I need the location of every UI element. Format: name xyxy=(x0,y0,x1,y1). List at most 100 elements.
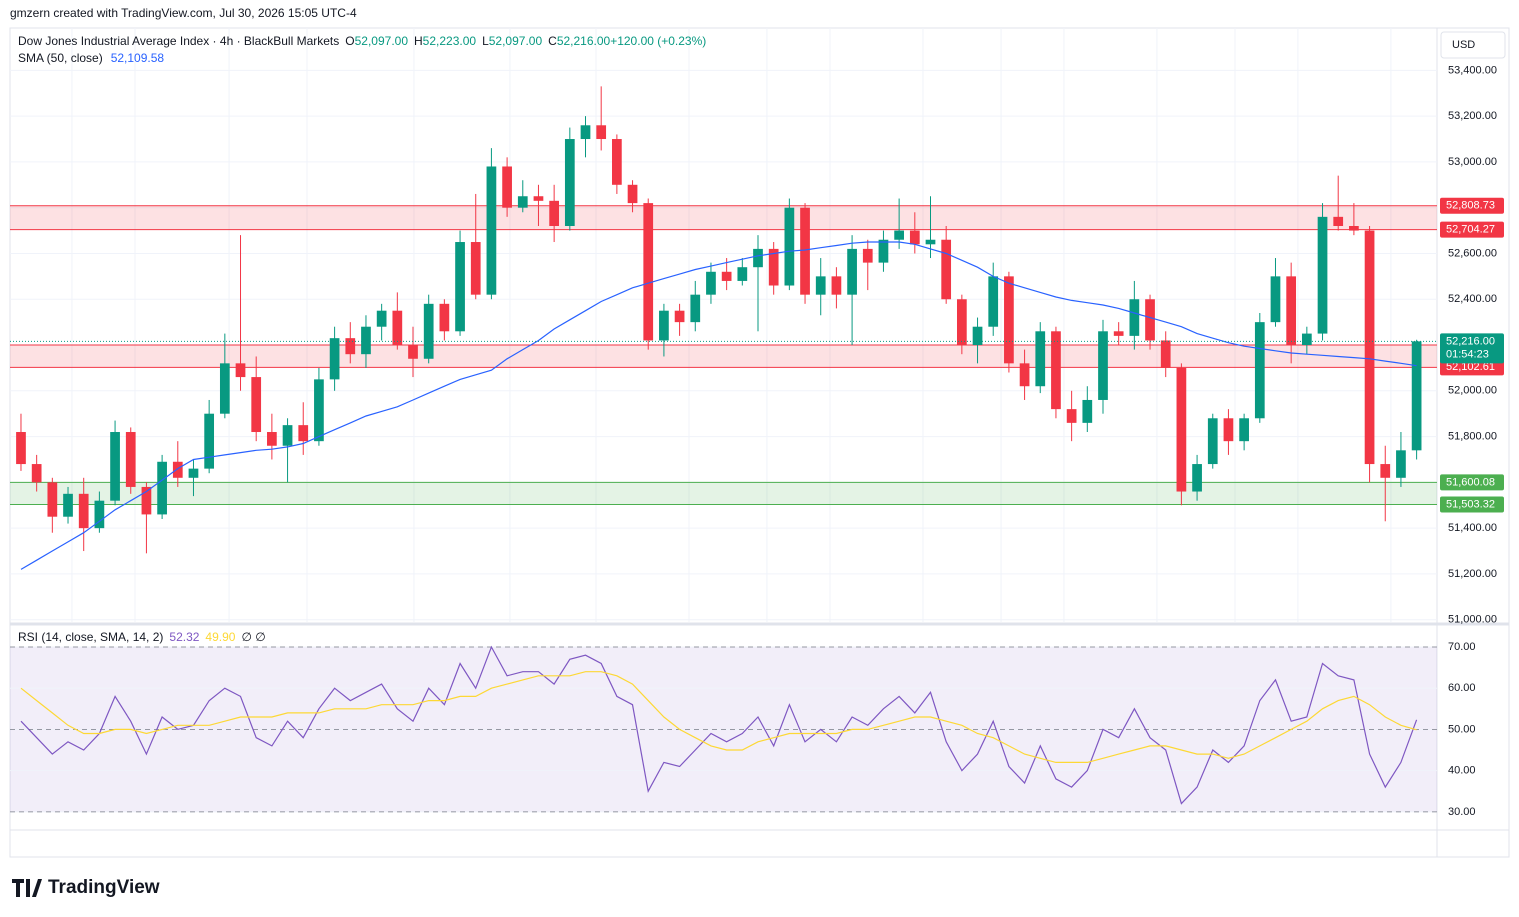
ohlc-key: C xyxy=(548,34,557,48)
candle-body xyxy=(314,379,324,442)
y-tick-label: 30.00 xyxy=(1448,806,1476,818)
y-tick-label: 53,400.00 xyxy=(1448,64,1497,76)
candle-body xyxy=(549,200,560,226)
candle-body xyxy=(800,207,810,295)
rsi-line xyxy=(20,645,1418,805)
candle-body xyxy=(1270,276,1281,323)
candle-body xyxy=(721,271,732,281)
candle-body xyxy=(517,196,528,208)
y-tick-label: 50.00 xyxy=(1448,723,1476,735)
candle-body xyxy=(627,184,638,204)
candle-body xyxy=(862,248,873,263)
candle-body xyxy=(768,248,779,286)
candle-body xyxy=(815,276,826,295)
price-tag-label: 52,102.61 xyxy=(1446,361,1495,373)
candle-body xyxy=(894,230,904,240)
countdown: 01:54:23 xyxy=(1446,348,1489,360)
candle-body xyxy=(219,363,230,414)
y-tick-label: 52,000.00 xyxy=(1448,385,1497,397)
y-tick-label: 52,400.00 xyxy=(1448,293,1497,305)
price-tag xyxy=(1440,496,1504,513)
rsi-line xyxy=(20,671,1417,763)
zone xyxy=(10,205,1437,230)
ohlc-value: 52,216.00 xyxy=(557,34,611,48)
candle-body xyxy=(925,239,936,245)
candle-body xyxy=(1066,409,1077,423)
labels: 51,000.0051,200.0051,400.0051,600.0051,8… xyxy=(18,34,1504,818)
candle-body xyxy=(1223,418,1234,442)
candle-body xyxy=(267,432,277,446)
candle-body xyxy=(392,310,403,346)
grid xyxy=(10,28,1437,813)
candle-body xyxy=(94,500,105,529)
candle-body xyxy=(78,493,89,529)
candle-body xyxy=(564,139,575,226)
candle-body xyxy=(706,271,716,295)
candle-body xyxy=(1286,276,1297,346)
candle-body xyxy=(1176,367,1187,492)
candle-body xyxy=(988,276,999,327)
ohlc-value: 52,223.00 xyxy=(423,34,477,48)
currency: USD xyxy=(1452,39,1475,51)
candle-body xyxy=(361,326,371,355)
series-name: SMA (50, close) xyxy=(18,51,103,65)
candle-body xyxy=(1192,464,1202,492)
candle-body xyxy=(784,207,795,286)
candle-body xyxy=(1317,216,1328,334)
candle-body xyxy=(643,203,654,341)
candle-body xyxy=(1349,226,1359,231)
candle-body xyxy=(956,299,967,346)
candle-body xyxy=(1207,418,1218,465)
last-price-tag xyxy=(1440,333,1504,364)
candle-body xyxy=(580,125,591,140)
logo: TradingView xyxy=(12,877,160,898)
candle-body xyxy=(455,242,465,332)
price-tag xyxy=(1440,221,1504,238)
y-tick-label: 51,000.00 xyxy=(1448,614,1497,626)
candle-body xyxy=(235,363,246,378)
frame xyxy=(9,27,1510,858)
candle-body xyxy=(1254,322,1265,419)
last-price-label: 52,216.00 xyxy=(1446,335,1495,347)
candle-body xyxy=(282,425,293,446)
ohlc-value: +120.00 (+0.23%) xyxy=(610,34,706,48)
candle-body xyxy=(172,461,183,478)
ohlc-value: 52,097.00 xyxy=(489,34,543,48)
candle-body xyxy=(1160,340,1171,368)
price-tag-label: 52,808.73 xyxy=(1446,200,1495,212)
y-tick-label: 53,200.00 xyxy=(1448,110,1497,122)
logo-mark xyxy=(12,879,42,897)
candle-body xyxy=(1145,299,1155,341)
candle-body xyxy=(1411,341,1422,451)
candle-body xyxy=(831,276,842,295)
candle-body xyxy=(1239,418,1249,442)
candle-body xyxy=(188,468,199,478)
candle-body xyxy=(1301,333,1312,346)
candle-body xyxy=(674,310,685,323)
price-tag-label: 52,704.27 xyxy=(1446,224,1495,236)
candle-body xyxy=(204,413,215,469)
y-tick-label: 60.00 xyxy=(1448,682,1476,694)
currency-box[interactable] xyxy=(1440,31,1506,59)
candle-body xyxy=(878,239,889,263)
y-tick-label: 70.00 xyxy=(1448,641,1476,653)
candle-body xyxy=(1035,331,1046,387)
candle-body xyxy=(345,338,356,355)
price-tag-label: 51,600.08 xyxy=(1446,476,1495,488)
candle-body xyxy=(298,425,309,442)
symbol-title: Dow Jones Industrial Average Index · 4h … xyxy=(18,34,339,48)
candle-body xyxy=(329,338,340,380)
candle-body xyxy=(141,486,152,515)
candle-body xyxy=(737,267,748,281)
candle-body xyxy=(251,377,262,433)
price-tag xyxy=(1440,474,1504,491)
candle-body xyxy=(408,345,418,359)
candle-body xyxy=(941,239,952,300)
candle-body xyxy=(63,493,73,517)
candle-body xyxy=(1098,331,1108,400)
logo-text: TradingView xyxy=(48,877,160,898)
price-tag xyxy=(1440,197,1504,214)
candle-body xyxy=(376,310,387,327)
